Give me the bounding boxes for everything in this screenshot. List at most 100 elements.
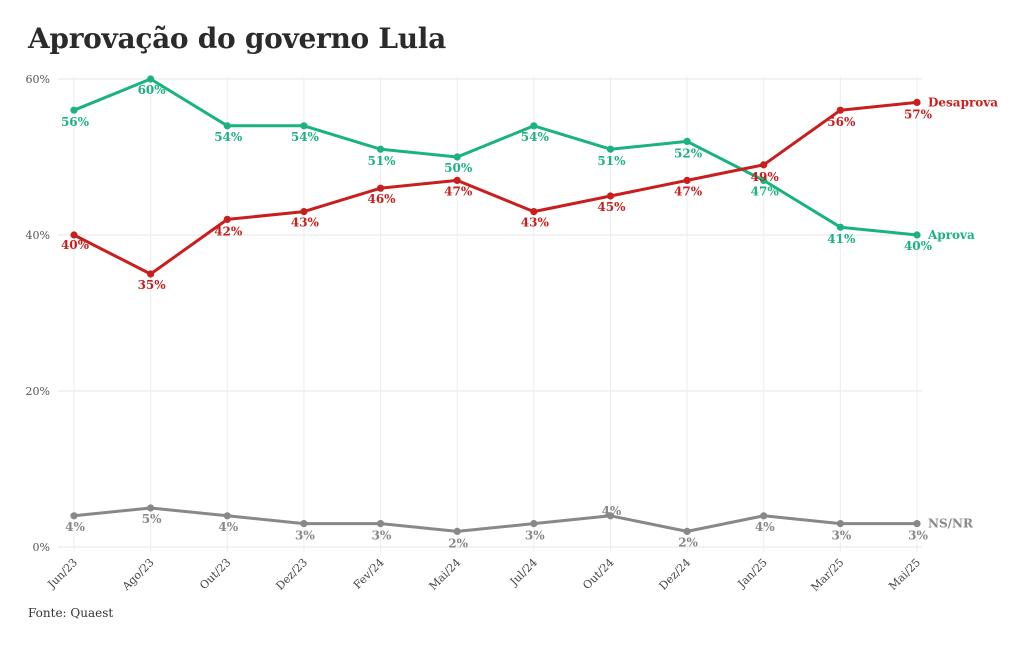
data-label-aprova: 54%: [291, 130, 320, 144]
gridlines: [58, 77, 922, 552]
x-tick-label: Jul/24: [507, 556, 540, 589]
data-point-ns-nr: [836, 520, 844, 528]
data-point-desaprova: [147, 270, 155, 278]
data-label-ns-nr: 2%: [448, 536, 468, 550]
chart-title: Aprovação do governo Lula: [28, 22, 446, 55]
data-label-desaprova: 43%: [521, 216, 550, 230]
data-point-ns-nr: [530, 520, 538, 528]
x-tick-label: Out/23: [197, 556, 233, 592]
data-point-desaprova: [836, 106, 844, 114]
data-point-aprova: [530, 122, 538, 130]
data-point-aprova: [683, 137, 691, 145]
series-label-aprova: Aprova: [927, 228, 975, 242]
data-point-ns-nr: [913, 520, 921, 528]
data-point-aprova: [453, 153, 461, 161]
data-label-aprova: 52%: [674, 146, 703, 160]
data-point-desaprova: [300, 208, 308, 216]
data-point-aprova: [836, 223, 844, 231]
data-label-aprova: 54%: [521, 130, 550, 144]
data-label-aprova: 51%: [367, 154, 396, 168]
data-label-ns-nr: 3%: [372, 529, 392, 543]
data-point-desaprova: [376, 184, 385, 192]
x-tick-label: Dez/24: [657, 556, 694, 593]
y-axis-ticks: 0% 20% 40% 60%: [26, 73, 50, 554]
data-label-desaprova: 47%: [674, 184, 703, 198]
data-point-desaprova: [913, 98, 921, 106]
data-label-aprova: 60%: [138, 83, 167, 97]
data-label-ns-nr: 3%: [908, 529, 928, 543]
x-tick-label: Mai/25: [886, 556, 923, 593]
data-label-aprova: 50%: [444, 161, 473, 175]
series-line-ns-nr: [73, 506, 917, 533]
data-label-aprova: 56%: [61, 115, 90, 129]
data-point-ns-nr: [683, 527, 691, 536]
x-axis-ticks: Jun/23 Ago/23 Out/23 Dez/23 Fev/24 Mai/24 Jul/…: [45, 556, 924, 594]
data-point-aprova: [760, 176, 768, 184]
data-point-aprova: [147, 75, 155, 83]
data-label-desaprova: 45%: [597, 200, 626, 214]
data-label-aprova: 51%: [597, 154, 626, 168]
source-note: Fonte: Quaest: [28, 606, 114, 620]
data-label-ns-nr: 4%: [65, 520, 85, 534]
data-label-ns-nr: 2%: [678, 535, 698, 549]
data-label-aprova: 54%: [214, 130, 243, 144]
data-label-ns-nr: 4%: [755, 520, 775, 534]
data-label-desaprova: 47%: [444, 184, 473, 198]
data-label-ns-nr: 3%: [295, 529, 315, 543]
data-point-desaprova: [223, 215, 231, 223]
data-label-ns-nr: 4%: [602, 504, 622, 518]
series-line-aprova: [73, 77, 918, 237]
data-label-ns-nr: 4%: [218, 520, 238, 534]
data-label-desaprova: 57%: [904, 107, 933, 121]
y-tick-label: 0%: [33, 541, 50, 554]
data-label-ns-nr: 5%: [142, 512, 162, 526]
series-lines: [70, 75, 921, 536]
y-tick-label: 20%: [26, 385, 50, 398]
x-tick-label: Dez/23: [273, 556, 310, 593]
data-label-ns-nr: 3%: [831, 529, 851, 543]
data-label-desaprova: 40%: [61, 238, 90, 252]
x-tick-label: Mai/24: [427, 556, 464, 593]
data-point-desaprova: [530, 208, 538, 216]
data-point-ns-nr: [300, 520, 308, 528]
data-point-desaprova: [606, 192, 615, 200]
data-point-aprova: [606, 145, 615, 153]
data-point-ns-nr: [453, 527, 461, 536]
data-point-desaprova: [70, 231, 78, 239]
data-point-ns-nr: [606, 512, 615, 520]
x-tick-label: Jun/23: [45, 556, 81, 592]
series-label-ns-nr: NS/NR: [928, 517, 974, 531]
series-label-desaprova: Desaprova: [928, 95, 998, 109]
data-point-desaprova: [453, 176, 461, 184]
x-tick-label: Out/24: [580, 556, 616, 592]
data-point-aprova: [223, 122, 231, 130]
data-label-desaprova: 35%: [138, 278, 167, 292]
y-tick-label: 40%: [26, 229, 50, 242]
data-label-desaprova: 56%: [827, 115, 856, 129]
data-label-desaprova: 49%: [751, 170, 780, 184]
data-point-ns-nr: [376, 520, 385, 528]
data-point-aprova: [376, 145, 385, 153]
x-tick-label: Ago/23: [119, 556, 157, 594]
data-point-aprova: [70, 106, 78, 114]
data-point-ns-nr: [147, 504, 155, 512]
data-label-ns-nr: 3%: [525, 529, 545, 543]
data-point-ns-nr: [223, 512, 231, 520]
data-point-aprova: [300, 122, 308, 130]
data-point-ns-nr: [760, 512, 768, 520]
data-point-ns-nr: [70, 512, 78, 520]
data-point-aprova: [913, 231, 921, 239]
data-point-desaprova: [683, 176, 691, 184]
x-tick-label: Mar/25: [808, 556, 846, 594]
data-label-desaprova: 42%: [214, 224, 243, 238]
data-point-desaprova: [760, 161, 768, 169]
x-tick-label: Fev/24: [351, 556, 387, 592]
data-label-desaprova: 43%: [291, 216, 320, 230]
y-tick-label: 60%: [26, 73, 50, 86]
data-label-aprova: 47%: [751, 184, 780, 198]
series-line-desaprova: [73, 100, 918, 276]
x-tick-label: Jan/25: [735, 556, 770, 591]
data-label-aprova: 41%: [827, 232, 856, 246]
